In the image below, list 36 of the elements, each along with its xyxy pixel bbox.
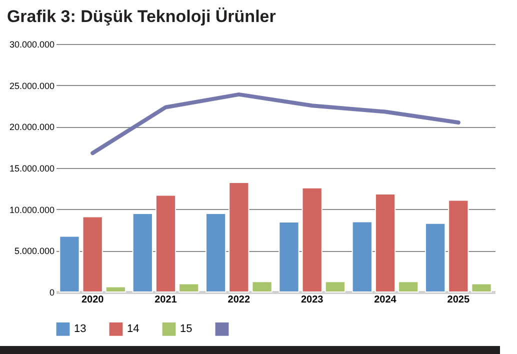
y-tick-label: 25.000.000	[9, 80, 54, 91]
x-tick-label: 2025	[447, 294, 470, 306]
bar	[105, 286, 126, 292]
y-tick-label: 20.000.000	[9, 122, 54, 132]
x-tick-label: 2022	[228, 294, 250, 306]
y-tick-label: 15.000.000	[9, 164, 54, 174]
legend-label: 14	[127, 323, 140, 336]
bar	[155, 194, 176, 292]
bar	[471, 283, 492, 292]
line-series	[90, 92, 460, 156]
bar	[59, 236, 80, 292]
bar	[448, 200, 469, 292]
bar	[352, 221, 372, 292]
bar	[424, 222, 446, 292]
y-tick-label: 0	[49, 288, 54, 298]
bar	[132, 212, 153, 292]
y-tick-label: 10.000.000	[9, 204, 54, 215]
bar	[205, 212, 226, 292]
y-tick-label: 5.000.000	[14, 246, 54, 256]
chart-title: Grafik 3: Düşük Teknoloji Ürünler	[6, 7, 276, 26]
legend-label: 13	[74, 323, 86, 336]
x-tick-label: 2024	[374, 294, 397, 306]
bar	[278, 221, 300, 292]
bar	[228, 182, 250, 292]
bar	[302, 187, 322, 292]
y-tick-label: 30.000.000	[9, 40, 54, 50]
bar	[178, 283, 200, 292]
bar	[252, 281, 272, 292]
x-tick-label: 2021	[154, 294, 178, 306]
bar	[398, 281, 419, 292]
x-tick-label: 2023	[300, 294, 324, 306]
bar	[324, 281, 346, 292]
x-tick-label: 2020	[81, 294, 104, 306]
bar	[374, 194, 396, 292]
legend-label: 15	[180, 323, 192, 336]
bar	[82, 216, 103, 292]
